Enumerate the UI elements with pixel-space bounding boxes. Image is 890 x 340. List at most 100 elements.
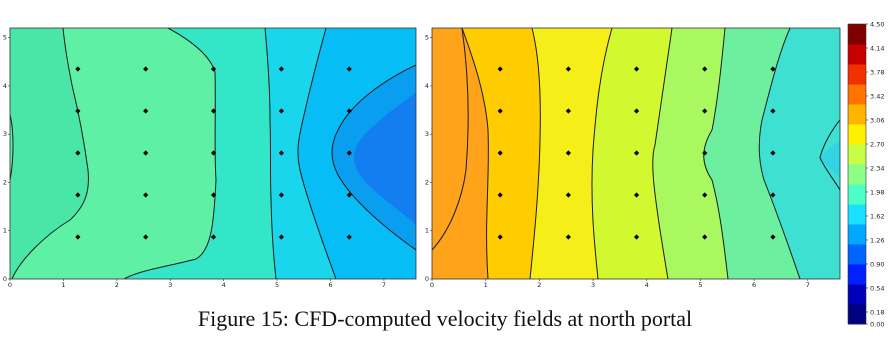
probe-point-marker: [143, 66, 149, 72]
contour-line: [529, 28, 541, 279]
x-ticks: 0 1 2 3 4 5 6 7: [430, 279, 810, 289]
contour-line: [591, 28, 613, 279]
y-tick-label: 4: [425, 82, 429, 90]
colorbar-tick-label: 0.00: [870, 320, 884, 328]
colorbar-tick-label: 3.78: [870, 68, 884, 76]
contour-line: [11, 28, 89, 279]
colorbar-tick-label: 1.98: [870, 188, 884, 196]
probe-point-marker: [497, 66, 503, 72]
y-tick-label: 5: [425, 34, 429, 42]
probe-point-marker: [278, 108, 284, 114]
probe-point-marker: [346, 108, 352, 114]
contour-line: [819, 119, 840, 191]
colorbar-tick-label: 3.42: [870, 92, 884, 100]
colorbar-bands: [848, 24, 866, 325]
y-tick-label: 4: [3, 82, 7, 90]
probe-point-marker: [497, 150, 503, 156]
probe-point-marker: [497, 192, 503, 198]
probe-point-marker: [770, 66, 776, 72]
probe-point-marker: [278, 234, 284, 240]
y-tick-label: 0: [3, 275, 7, 283]
colorbar-ticks: 4.50 4.14 3.78 3.42 3.06 2.70 2.34 1.98 1.62 1.26…: [866, 20, 884, 328]
probe-point-marker: [565, 150, 571, 156]
probe-point-marker: [633, 150, 640, 156]
probe-point-marker: [565, 192, 571, 198]
contour-band: [591, 28, 672, 279]
x-tick-label: 0: [430, 281, 434, 289]
colorbar-band: [848, 224, 866, 245]
probe-point-marker: [210, 234, 217, 240]
velocity-contour-plot-right: 0 1 2 3 4 5 6 7 0 1 2 3 4 5: [425, 27, 841, 289]
colorbar-tick-label: 0.54: [870, 284, 884, 292]
colorbar-band: [848, 304, 866, 325]
probe-point-marker: [702, 66, 708, 72]
probe-point-marker: [702, 192, 708, 198]
probe-point-marker: [633, 66, 640, 72]
colorbar-frame: [847, 23, 867, 325]
x-tick-label: 6: [328, 281, 332, 289]
colorbar-band: [848, 264, 866, 285]
colorbar-tick-label: 0.18: [870, 308, 884, 316]
probe-point-marker: [770, 192, 776, 198]
colorbar-band: [848, 64, 866, 85]
probe-point-marker: [565, 66, 571, 72]
x-tick-label: 3: [591, 281, 595, 289]
contour-lines: [432, 28, 840, 279]
y-tick-label: 3: [425, 130, 429, 138]
colorbar-tick-label: 1.26: [870, 236, 884, 244]
contour-band: [759, 28, 840, 279]
y-ticks: 0 1 2 3 4 5: [425, 34, 432, 283]
contour-line: [652, 28, 673, 279]
probe-points: [497, 66, 776, 240]
colorbar-band: [848, 284, 866, 305]
probe-point-marker: [75, 192, 81, 198]
probe-point-marker: [143, 150, 149, 156]
x-ticks: 0 1 2 3 4 5 6 7: [8, 279, 386, 289]
probe-point-marker: [770, 150, 776, 156]
probe-point-marker: [565, 108, 571, 114]
colorbar-tick-label: 0.90: [870, 260, 884, 268]
probe-point-marker: [278, 192, 284, 198]
contour-band: [652, 28, 728, 279]
probe-point-marker: [346, 150, 352, 156]
x-tick-label: 5: [275, 281, 279, 289]
probe-point-marker: [497, 108, 503, 114]
x-tick-label: 4: [222, 281, 226, 289]
colorbar-band: [848, 124, 866, 145]
y-tick-label: 2: [425, 178, 429, 186]
colorbar-tick-label: 3.06: [870, 116, 884, 124]
y-tick-label: 1: [3, 227, 7, 235]
probe-point-marker: [75, 234, 81, 240]
probe-point-marker: [75, 66, 81, 72]
colorbar-band: [848, 24, 866, 45]
x-tick-label: 1: [484, 281, 488, 289]
y-ticks: 0 1 2 3 4 5: [3, 34, 10, 283]
y-tick-label: 2: [3, 178, 7, 186]
probe-point-marker: [143, 234, 149, 240]
probe-point-marker: [210, 192, 217, 198]
probe-point-marker: [75, 108, 81, 114]
probe-points: [75, 66, 352, 240]
probe-point-marker: [346, 66, 352, 72]
contour-band: [820, 140, 840, 178]
contour-line: [123, 28, 217, 279]
probe-point-marker: [770, 234, 776, 240]
probe-point-marker: [770, 108, 776, 114]
contour-line: [758, 28, 801, 279]
contour-band: [10, 28, 89, 279]
colorbar-tick-label: 4.50: [870, 20, 884, 28]
colorbar-band: [848, 204, 866, 225]
colorbar-band: [848, 144, 866, 165]
contour-lines: [10, 28, 416, 279]
probe-point-marker: [210, 108, 217, 114]
velocity-contour-plot-left: 0 1 2 3 4 5 6 7 0 1 2 3 4 5: [3, 27, 417, 289]
contour-line: [264, 28, 277, 279]
probe-point-marker: [210, 150, 217, 156]
x-tick-label: 7: [382, 281, 386, 289]
contour-line: [703, 28, 729, 279]
probe-point-marker: [346, 192, 352, 198]
contour-band: [432, 28, 489, 279]
contour-band: [530, 28, 612, 279]
colorbar: 4.50 4.14 3.78 3.42 3.06 2.70 2.34 1.98 1.62 1.26…: [847, 20, 884, 328]
